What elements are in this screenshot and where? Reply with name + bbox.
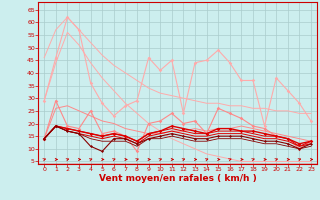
X-axis label: Vent moyen/en rafales ( km/h ): Vent moyen/en rafales ( km/h ): [99, 174, 256, 183]
